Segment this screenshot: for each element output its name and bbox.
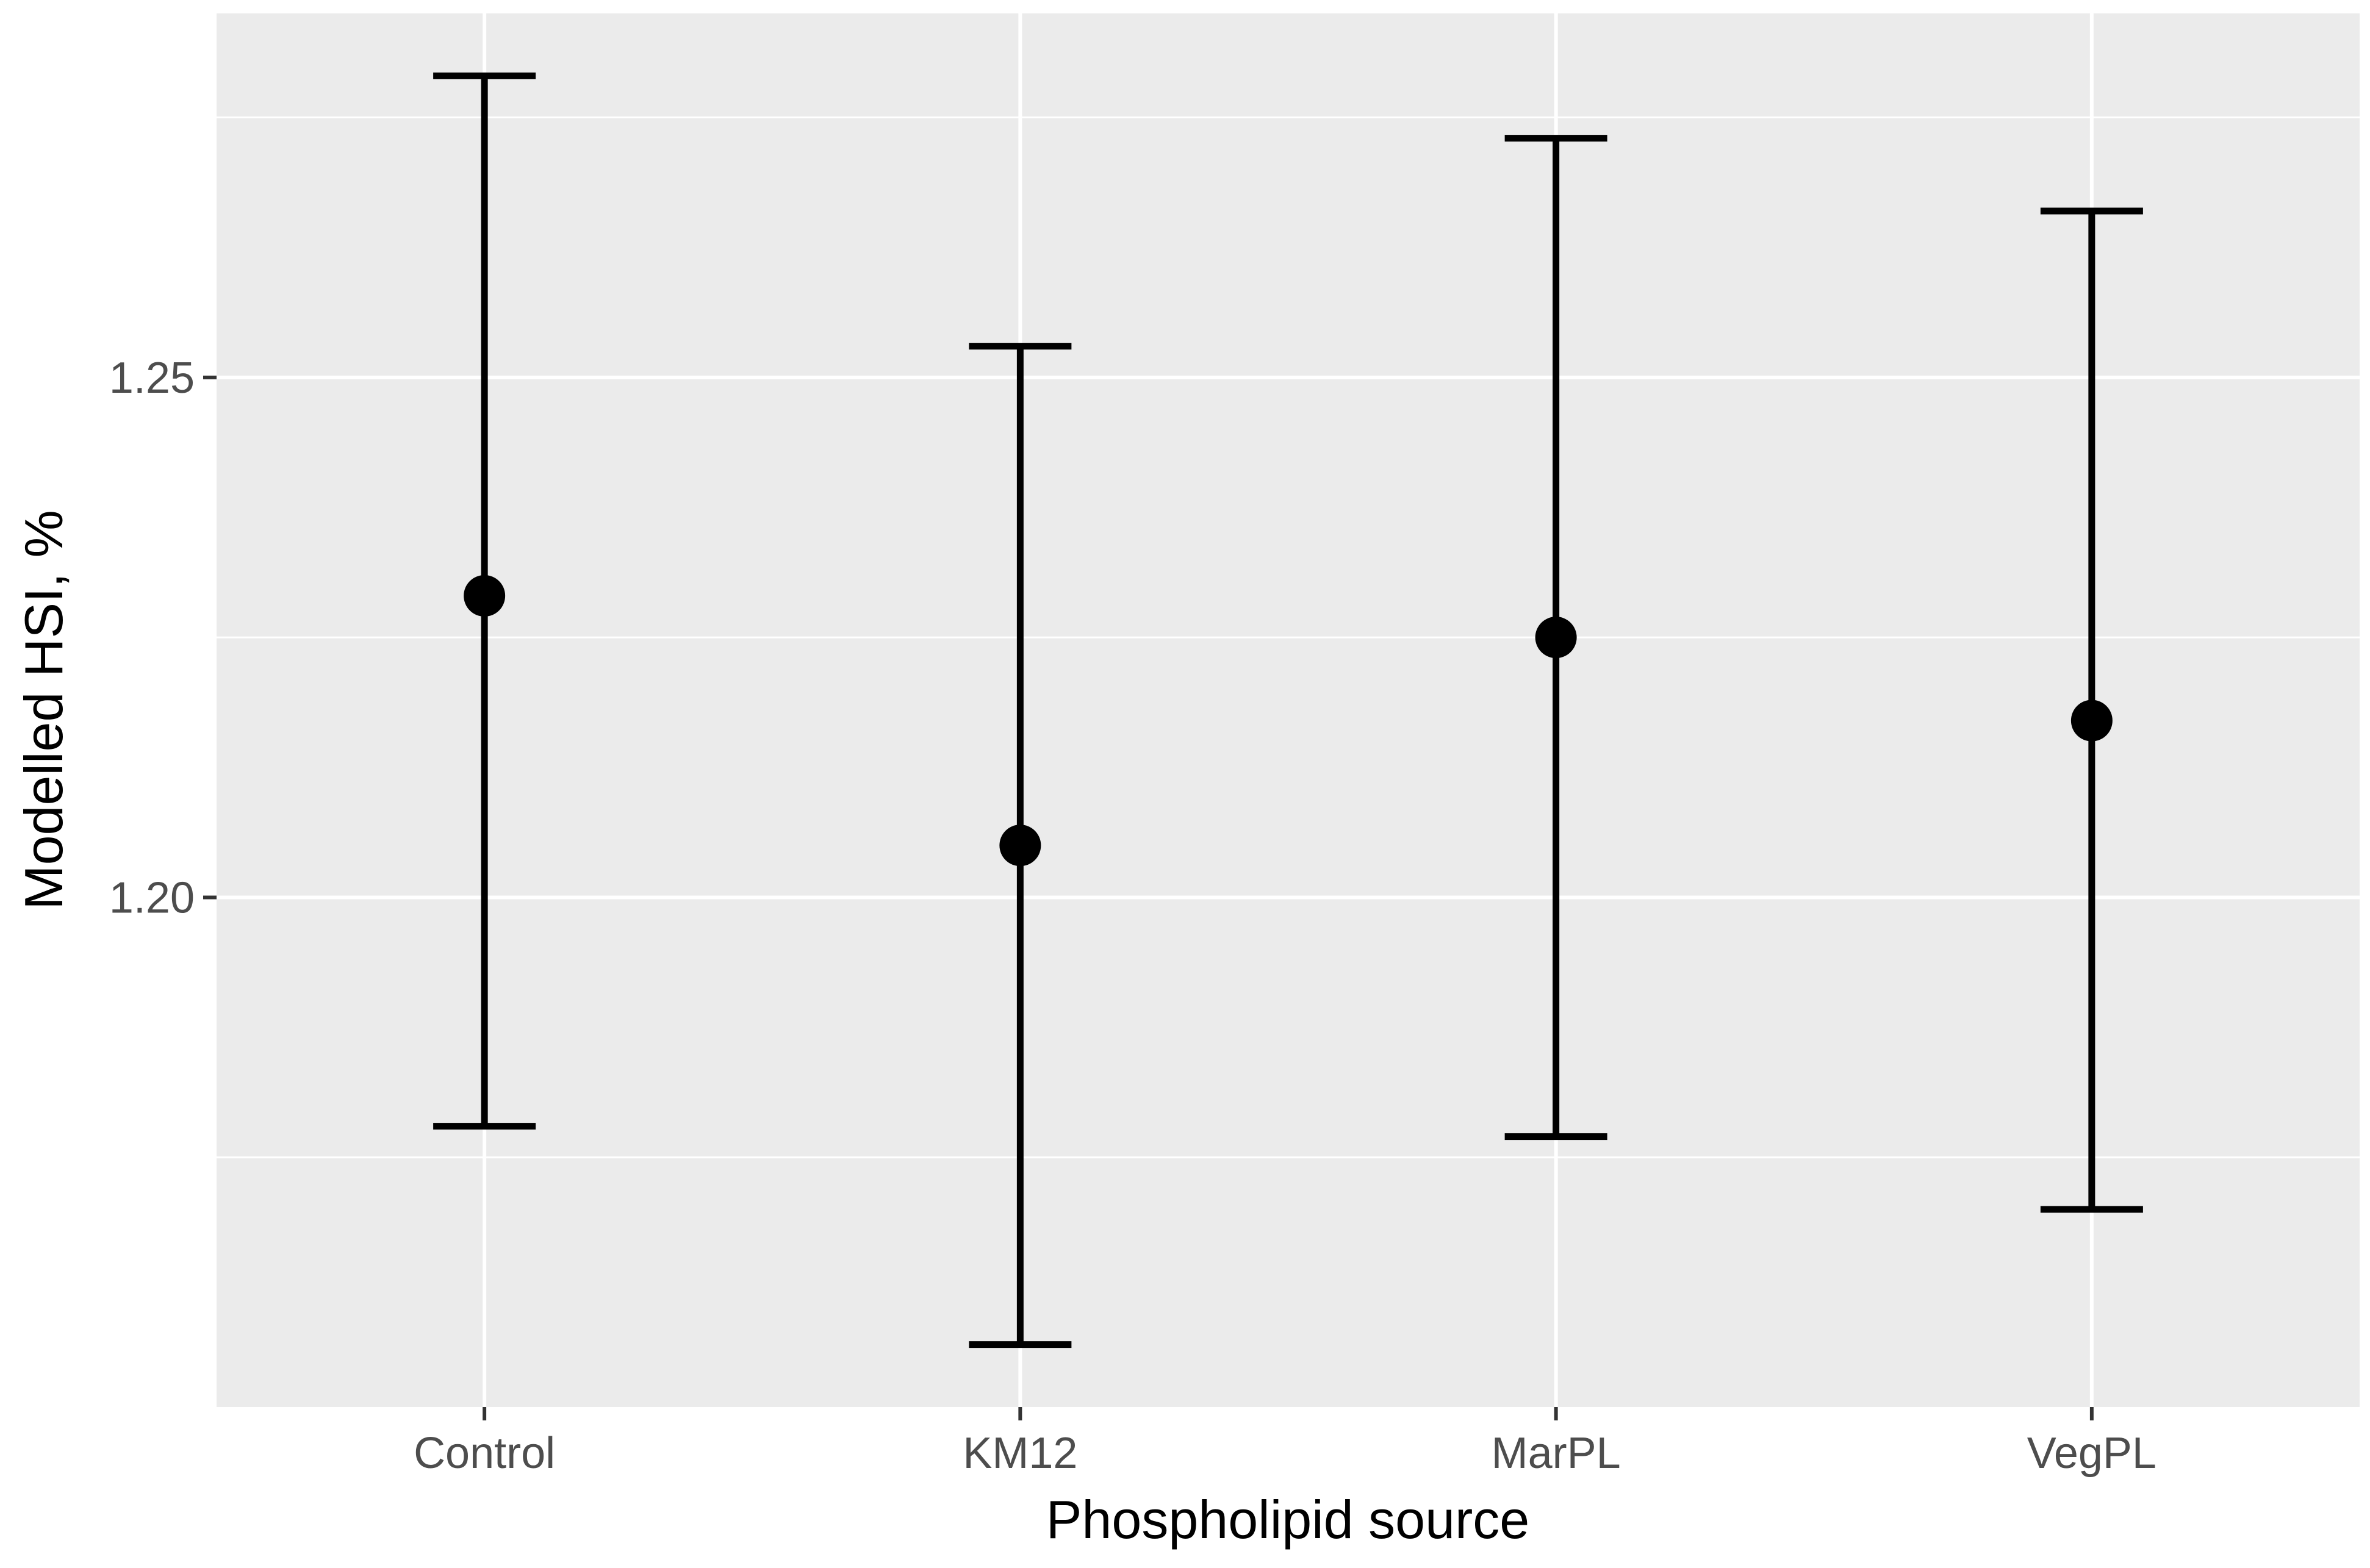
y-tick-label: 1.25	[109, 354, 195, 403]
point-vegpl	[2070, 700, 2113, 742]
panel-background	[217, 13, 2360, 1407]
x-tick-label: MarPL	[1492, 1429, 1621, 1478]
minor-gridlines	[217, 116, 2360, 1159]
point-control	[464, 575, 506, 617]
y-tick-label: 1.20	[109, 873, 195, 922]
x-tick-label: Control	[414, 1429, 555, 1478]
x-tick-label: KM12	[963, 1429, 1077, 1478]
data-marks	[433, 72, 2143, 1348]
y-axis-ticks: 1.20 1.25	[109, 354, 217, 922]
x-axis-title: Phospholipid source	[1046, 1489, 1530, 1550]
y-axis-title: Modelled HSI, %	[13, 510, 74, 909]
point-marpl	[1535, 617, 1577, 659]
x-tick-label: VegPL	[2027, 1429, 2156, 1478]
point-km12	[999, 825, 1041, 867]
x-axis-ticks: Control KM12 MarPL VegPL	[414, 1407, 2156, 1478]
